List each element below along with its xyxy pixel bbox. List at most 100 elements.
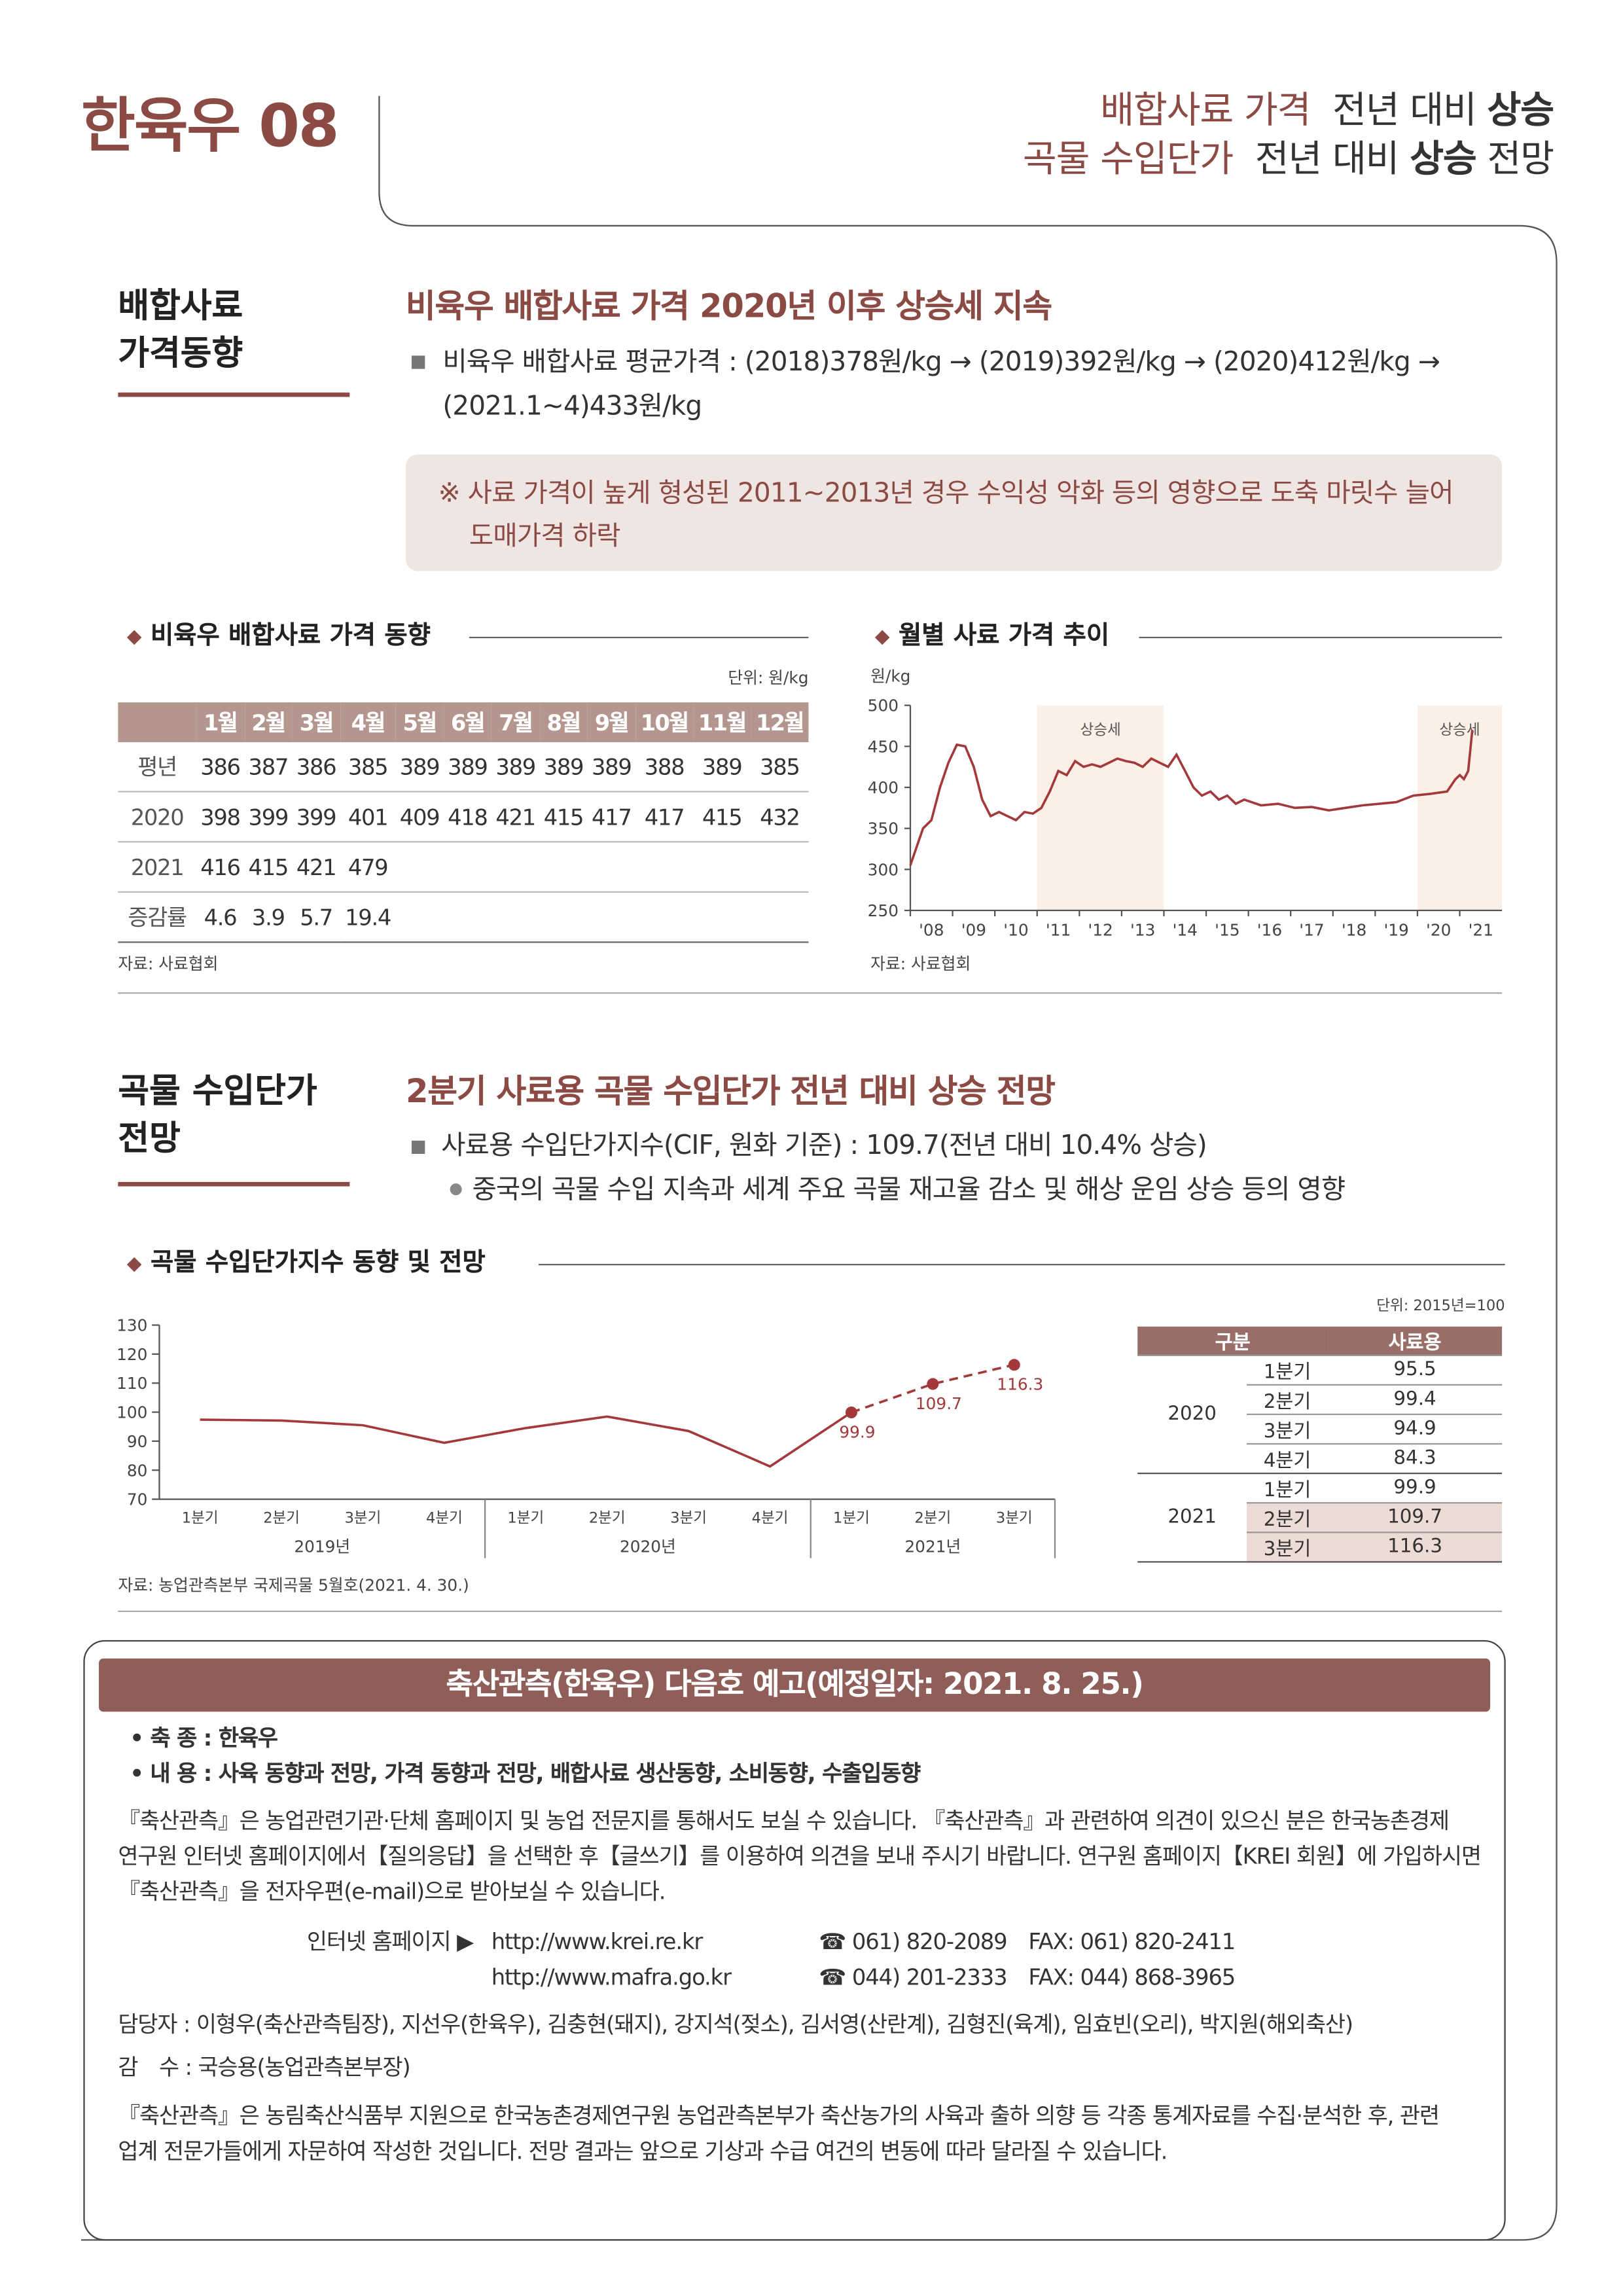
table-cell: 385	[751, 742, 809, 793]
y-tick-label: 300	[868, 860, 899, 879]
bullet-text: 비육우 배합사료 평균가격 : (2018)378원/kg → (2019)39…	[442, 346, 1440, 378]
table-row: 2020 398 399 399 401 409 418 421 415 417 417 415 432	[118, 791, 809, 843]
bullet-dot	[450, 1183, 462, 1196]
value-cell: 94.9	[1328, 1414, 1503, 1445]
x-tick-label: '08	[919, 920, 944, 939]
table-cell: 417	[587, 791, 635, 843]
x-tick-label: '16	[1257, 920, 1282, 939]
y-tick-label: 80	[127, 1461, 148, 1480]
contact-label: 인터넷 홈페이지 ▶	[306, 1928, 474, 1956]
summary-topic: 곡물 수입단가	[1022, 137, 1234, 181]
row-label: 증감률	[118, 891, 196, 943]
table-unit: 단위: 원/kg	[728, 668, 809, 688]
summary-text: 전년 대비	[1332, 88, 1477, 132]
value-cell: 95.5	[1328, 1355, 1503, 1386]
y-tick-label: 350	[868, 819, 899, 838]
table-cell: 398	[196, 791, 245, 843]
table-cell: 401	[340, 791, 396, 843]
y-tick-label: 110	[116, 1374, 147, 1393]
column-header: 6월	[443, 702, 492, 743]
column-header: 2월	[244, 702, 293, 743]
x-tick-label: 1분기	[833, 1510, 870, 1527]
notice-title: 축산관측(한육우) 다음호 예고(예정일자: 2021. 8. 25.)	[446, 1666, 1144, 1702]
value-cell: 84.3	[1328, 1444, 1503, 1475]
column-header: 11월	[693, 702, 751, 743]
table-cell	[395, 842, 444, 893]
table-cell: 399	[292, 791, 340, 843]
table-cell: 389	[395, 742, 444, 793]
table-cell	[587, 891, 635, 943]
table-cell	[491, 891, 540, 943]
y-tick-label: 120	[116, 1345, 147, 1364]
column-header: 7월	[491, 702, 540, 743]
column-header: 사료용	[1328, 1326, 1503, 1356]
value-cell: 109.7	[1328, 1503, 1503, 1534]
series-point	[1008, 1359, 1020, 1371]
notice-paragraph: 연구원 인터넷 홈페이지에서【질의응답】을 선택한 후【글쓰기】를 이용하여 의…	[118, 1842, 1482, 1870]
table-cell	[635, 891, 694, 943]
y-tick-label: 90	[127, 1432, 148, 1451]
chart-title: 월별 사료 가격 추이	[898, 621, 1110, 651]
value-cell: 99.4	[1328, 1384, 1503, 1416]
label-line: 곡물 수입단가	[118, 1073, 317, 1111]
x-tick-label: '12	[1088, 920, 1113, 939]
x-tick-label: 3분기	[345, 1510, 382, 1527]
highlight-band	[1037, 705, 1164, 911]
column-header: 3월	[292, 702, 340, 743]
contact-url: http://www.krei.re.kr	[491, 1928, 704, 1956]
section-label: 곡물 수입단가 전망	[118, 1068, 317, 1163]
header-row: 구분 사료용	[1137, 1326, 1503, 1356]
table-row: 4분기 84.3	[1137, 1444, 1503, 1475]
table-cell: 417	[635, 791, 694, 843]
x-tick-label: 1분기	[182, 1510, 219, 1527]
table-cell: 415	[539, 791, 588, 843]
table-cell: 386	[292, 742, 340, 793]
table-cell	[751, 891, 809, 943]
summary-suffix: 전망	[1487, 137, 1555, 181]
x-group-label: 2020년	[620, 1537, 676, 1556]
table-title: 비육우 배합사료 가격 동향	[150, 621, 431, 651]
table-cell: 386	[196, 742, 245, 793]
x-tick-label: '18	[1342, 920, 1366, 939]
table-cell: 416	[196, 842, 245, 893]
notice-item: • 내 용 : 사육 동향과 전망, 가격 동향과 전망, 배합사료 생산동향,…	[130, 1760, 921, 1787]
column-header: 5월	[395, 702, 444, 743]
column-header: 8월	[539, 702, 588, 743]
contact-phone: ☎ 044) 201-2333	[819, 1964, 1007, 1991]
notice-item: • 축 종 : 한육우	[130, 1725, 278, 1752]
y-tick-label: 130	[116, 1316, 147, 1335]
x-tick-label: '11	[1046, 920, 1071, 939]
x-tick-label: 1분기	[507, 1510, 544, 1527]
table-row: 3분기 94.9	[1137, 1414, 1503, 1445]
series-point	[845, 1406, 857, 1419]
table-row: 2020 1분기 95.5	[1137, 1355, 1503, 1475]
table-cell	[693, 891, 751, 943]
contact-phone: ☎ 061) 820-2089	[819, 1928, 1007, 1956]
sub-bullet-text: 중국의 곡물 수입 지속과 세계 주요 곡물 재고율 감소 및 해상 운임 상승…	[472, 1174, 1346, 1206]
quarter-cell: 3분기	[1247, 1414, 1329, 1445]
table-source: 자료: 사료협회	[118, 954, 219, 974]
table-cell	[491, 842, 540, 893]
x-tick-label: 2분기	[263, 1510, 300, 1527]
x-tick-label: 4분기	[426, 1510, 463, 1527]
table-unit: 단위: 2015년=100	[1376, 1298, 1505, 1315]
table-row: 2분기 99.4	[1137, 1384, 1503, 1416]
section-label: 배합사료 가격동향	[118, 283, 243, 378]
quarter-cell: 2분기	[1247, 1503, 1329, 1534]
column-header: 1월	[196, 702, 245, 743]
notice-item-text: 내 용 : 사육 동향과 전망, 가격 동향과 전망, 배합사료 생산동향, 소…	[150, 1760, 921, 1787]
x-tick-label: 2분기	[914, 1510, 951, 1527]
header-row: 1월 2월 3월 4월 5월 6월 7월 8월 9월 10월 11월 12월	[118, 702, 809, 743]
table-cell: 389	[443, 742, 492, 793]
row-label: 평년	[118, 742, 196, 793]
contact-fax: FAX: 044) 868-3965	[1028, 1964, 1236, 1991]
y-tick-label: 250	[868, 901, 899, 920]
summary-emphasis: 상승	[1410, 137, 1477, 181]
column-header: 10월	[635, 702, 694, 743]
quarter-cell: 1분기	[1247, 1355, 1329, 1386]
row-label: 2020	[118, 791, 196, 843]
table-row: 평년 386 387 386 385 389 389 389 389 389 388 389 385	[118, 742, 809, 793]
table-cell	[587, 842, 635, 893]
staff-line: 담당자 : 이형우(축산관측팀장), 지선우(한육우), 김충현(돼지), 강지…	[118, 2011, 1353, 2038]
